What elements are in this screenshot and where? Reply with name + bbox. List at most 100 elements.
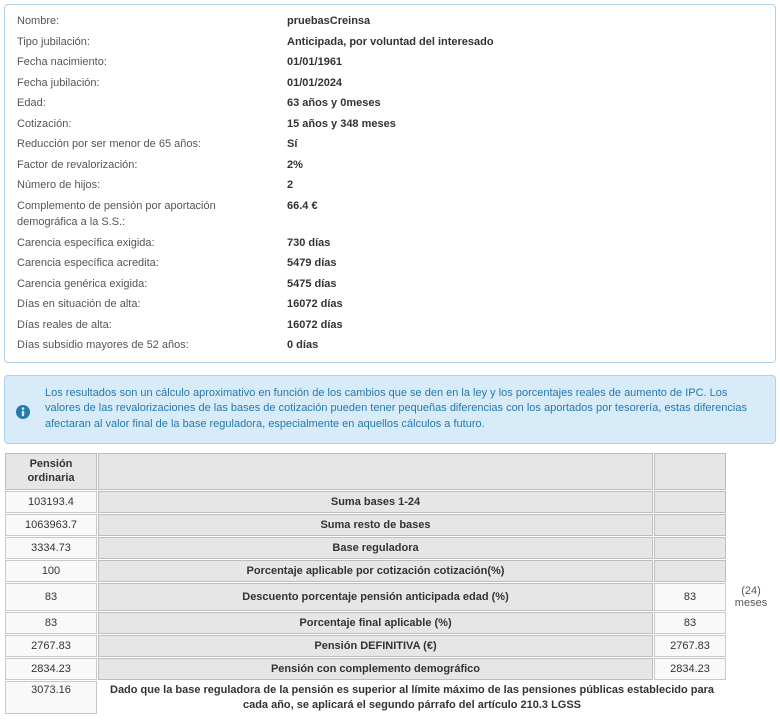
info-row: Factor de revalorización:2%	[13, 155, 767, 176]
info-value: Anticipada, por voluntad del interesado	[283, 32, 767, 53]
info-value: 16072 días	[283, 315, 767, 336]
info-value: 5475 días	[283, 274, 767, 295]
calc-right-value: 2767.83	[654, 635, 726, 657]
calc-foot-side	[727, 681, 775, 715]
info-value: 16072 días	[283, 294, 767, 315]
info-label: Complemento de pensión por aportación de…	[13, 196, 283, 233]
info-label: Tipo jubilación:	[13, 32, 283, 53]
calc-row: 2767.83Pensión DEFINITIVA (€)2767.83	[5, 635, 775, 657]
calc-right-value	[654, 560, 726, 582]
calc-foot-label: Dado que la base reguladora de la pensió…	[98, 681, 726, 715]
info-value: 01/01/2024	[283, 73, 767, 94]
info-row: Complemento de pensión por aportación de…	[13, 196, 767, 233]
calc-side-note	[727, 560, 775, 582]
info-value: 730 días	[283, 233, 767, 254]
calc-row: 2834.23Pensión con complemento demográfi…	[5, 658, 775, 680]
info-label: Edad:	[13, 93, 283, 114]
calc-side-note	[727, 635, 775, 657]
calc-right-value: 83	[654, 612, 726, 634]
info-row: Carencia específica acredita:5479 días	[13, 253, 767, 274]
calc-row-label: Descuento porcentaje pensión anticipada …	[98, 583, 653, 611]
calc-left-value: 103193.4	[5, 491, 97, 513]
calc-row-label: Suma resto de bases	[98, 514, 653, 536]
calc-row: 83Descuento porcentaje pensión anticipad…	[5, 583, 775, 611]
calc-side-note	[727, 658, 775, 680]
info-label: Fecha jubilación:	[13, 73, 283, 94]
info-value: 66.4 €	[283, 196, 767, 233]
calc-row: 3334.73Base reguladora	[5, 537, 775, 559]
calc-row-label: Pensión DEFINITIVA (€)	[98, 635, 653, 657]
info-row: Reducción por ser menor de 65 años:Sí	[13, 134, 767, 155]
info-value: 15 años y 348 meses	[283, 114, 767, 135]
info-label: Nombre:	[13, 11, 283, 32]
calc-table: Pensión ordinaria 103193.4Suma bases 1-2…	[4, 452, 776, 715]
info-label: Cotización:	[13, 114, 283, 135]
calc-side-note	[727, 491, 775, 513]
info-icon	[15, 404, 31, 420]
calc-left-value: 3334.73	[5, 537, 97, 559]
info-row: Nombre:pruebasCreinsa	[13, 11, 767, 32]
info-value: 01/01/1961	[283, 52, 767, 73]
info-label: Carencia genérica exigida:	[13, 274, 283, 295]
calc-header-right	[654, 453, 726, 489]
notice-text: Los resultados son un cálculo aproximati…	[45, 387, 747, 431]
calc-header-left: Pensión ordinaria	[5, 453, 97, 489]
info-value: 0 días	[283, 335, 767, 356]
calc-right-value	[654, 491, 726, 513]
calc-row-label: Suma bases 1-24	[98, 491, 653, 513]
info-table: Nombre:pruebasCreinsaTipo jubilación:Ant…	[13, 11, 767, 356]
info-label: Días en situación de alta:	[13, 294, 283, 315]
calc-row-label: Base reguladora	[98, 537, 653, 559]
calc-left-value: 2767.83	[5, 635, 97, 657]
calc-left-value: 1063963.7	[5, 514, 97, 536]
calc-side-note: (24) meses	[727, 583, 775, 611]
info-row: Cotización:15 años y 348 meses	[13, 114, 767, 135]
info-label: Fecha nacimiento:	[13, 52, 283, 73]
info-row: Días subsidio mayores de 52 años:0 días	[13, 335, 767, 356]
calc-left-value: 83	[5, 612, 97, 634]
info-value: 5479 días	[283, 253, 767, 274]
calc-side-note	[727, 612, 775, 634]
info-label: Número de hijos:	[13, 175, 283, 196]
info-row: Fecha jubilación:01/01/2024	[13, 73, 767, 94]
calc-left-value: 2834.23	[5, 658, 97, 680]
info-label: Días reales de alta:	[13, 315, 283, 336]
calc-row-label: Porcentaje final aplicable (%)	[98, 612, 653, 634]
info-row: Días en situación de alta:16072 días	[13, 294, 767, 315]
calc-row: 1063963.7Suma resto de bases	[5, 514, 775, 536]
calc-right-value: 2834.23	[654, 658, 726, 680]
calc-right-value: 83	[654, 583, 726, 611]
info-label: Reducción por ser menor de 65 años:	[13, 134, 283, 155]
calc-panel: Pensión ordinaria 103193.4Suma bases 1-2…	[4, 452, 776, 715]
calc-side-note	[727, 514, 775, 536]
info-value: pruebasCreinsa	[283, 11, 767, 32]
calc-header-mid	[98, 453, 653, 489]
info-row: Número de hijos:2	[13, 175, 767, 196]
calc-foot-left: 3073.16	[5, 681, 97, 715]
info-value: 2	[283, 175, 767, 196]
calc-side-note	[727, 537, 775, 559]
notice-box: Los resultados son un cálculo aproximati…	[4, 375, 776, 445]
info-row: Tipo jubilación:Anticipada, por voluntad…	[13, 32, 767, 53]
info-row: Carencia específica exigida:730 días	[13, 233, 767, 254]
info-panel: Nombre:pruebasCreinsaTipo jubilación:Ant…	[4, 4, 776, 363]
info-label: Factor de revalorización:	[13, 155, 283, 176]
info-value: 2%	[283, 155, 767, 176]
info-row: Carencia genérica exigida:5475 días	[13, 274, 767, 295]
info-label: Carencia específica acredita:	[13, 253, 283, 274]
calc-row-label: Porcentaje aplicable por cotización coti…	[98, 560, 653, 582]
info-row: Edad:63 años y 0meses	[13, 93, 767, 114]
info-label: Carencia específica exigida:	[13, 233, 283, 254]
calc-header-side	[727, 453, 775, 489]
info-row: Fecha nacimiento:01/01/1961	[13, 52, 767, 73]
calc-left-value: 100	[5, 560, 97, 582]
calc-left-value: 83	[5, 583, 97, 611]
info-label: Días subsidio mayores de 52 años:	[13, 335, 283, 356]
calc-row: 100Porcentaje aplicable por cotización c…	[5, 560, 775, 582]
calc-row: 83Porcentaje final aplicable (%)83	[5, 612, 775, 634]
calc-row-label: Pensión con complemento demográfico	[98, 658, 653, 680]
info-value: 63 años y 0meses	[283, 93, 767, 114]
info-row: Días reales de alta:16072 días	[13, 315, 767, 336]
calc-row: 103193.4Suma bases 1-24	[5, 491, 775, 513]
info-value: Sí	[283, 134, 767, 155]
